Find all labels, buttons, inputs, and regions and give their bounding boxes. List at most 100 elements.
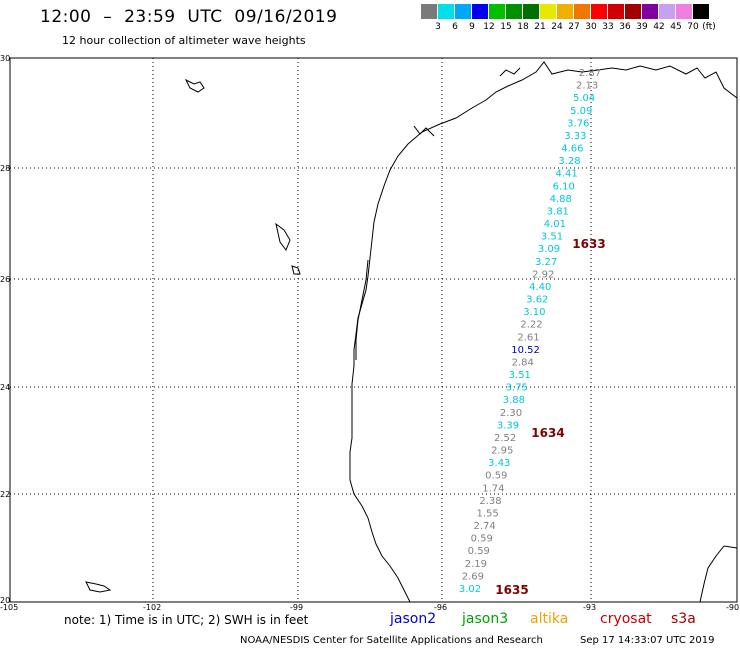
lat-label-28: 28 — [0, 164, 10, 173]
lon-label-105: -105 — [0, 603, 18, 612]
swh-value: 2.87 — [579, 68, 601, 79]
legend-swatch — [574, 4, 591, 19]
legend-swatch — [608, 4, 625, 19]
swh-value: 3.51 — [509, 370, 531, 381]
swh-value: 4.40 — [529, 282, 551, 293]
swh-value: 2.92 — [532, 269, 554, 280]
lon-label-93: -93 — [583, 603, 596, 612]
swh-value: 3.75 — [506, 383, 528, 394]
swh-value: 5.04 — [573, 93, 595, 104]
swh-value: 2.74 — [473, 521, 495, 532]
legend-swatch — [421, 4, 438, 19]
legend-swatch — [506, 4, 523, 19]
lake-3 — [291, 265, 301, 275]
swh-value: 4.41 — [555, 169, 577, 180]
swh-value: 3.81 — [547, 206, 569, 217]
swh-value: 2.38 — [479, 496, 501, 507]
legend-label: 3 — [435, 22, 441, 32]
swh-value: 3.62 — [526, 295, 548, 306]
legend-label: 36 — [619, 22, 631, 32]
lat-label-30: 30 — [0, 54, 10, 63]
legend-label: 12 — [483, 22, 495, 32]
swh-value: 3.88 — [503, 395, 525, 406]
legend-unit-label: (ft) — [702, 22, 716, 32]
swh-value: 4.01 — [544, 219, 566, 230]
swh-value: 2.61 — [517, 332, 539, 343]
track-time-mark: 1635 — [495, 583, 528, 597]
lon-label-96: -96 — [434, 603, 447, 612]
swh-value: 4.88 — [550, 194, 572, 205]
legend-swatch — [642, 4, 659, 19]
swh-value: 5.09 — [570, 106, 592, 117]
swh-value: 2.69 — [462, 571, 484, 582]
swh-value: 2.95 — [491, 446, 513, 457]
legend-label: 24 — [551, 22, 563, 32]
legend-label: 45 — [670, 22, 682, 32]
coastline — [85, 61, 738, 603]
swh-value: 3.33 — [564, 131, 586, 142]
swh-value: 3.51 — [541, 232, 563, 243]
swh-value: 1.55 — [476, 509, 498, 520]
lake-4 — [85, 581, 112, 593]
legend-swatch — [438, 4, 455, 19]
longitude-gridlines — [152, 58, 592, 602]
swh-value: 3.27 — [535, 257, 557, 268]
bay-inlet-1 — [499, 67, 521, 77]
swh-value: 4.66 — [561, 144, 583, 155]
note-text: note: 1) Time is in UTC; 2) SWH is in fe… — [64, 613, 309, 627]
legend-swatch — [523, 4, 540, 19]
legend-s3a: s3a — [671, 611, 696, 627]
legend-swatch — [693, 4, 710, 19]
swh-value: 3.28 — [558, 156, 580, 167]
lake-2 — [275, 222, 291, 252]
swh-value: 0.59 — [485, 471, 507, 482]
swh-value: 3.09 — [538, 244, 560, 255]
legend-label: 6 — [452, 22, 458, 32]
legend-label: 9 — [469, 22, 475, 32]
swh-value: 0.59 — [468, 546, 490, 557]
swh-value: 1.74 — [482, 483, 504, 494]
legend-label: 30 — [585, 22, 597, 32]
legend-swatch — [540, 4, 557, 19]
swh-value: 3.39 — [497, 420, 519, 431]
lat-label-20: 20 — [0, 596, 10, 605]
legend-label: 21 — [534, 22, 546, 32]
bay-inlet-2 — [413, 125, 435, 137]
legend-swatch — [557, 4, 574, 19]
swh-value: 10.52 — [511, 345, 540, 356]
legend-swatch — [489, 4, 506, 19]
lat-label-24: 24 — [0, 383, 10, 392]
swh-value: 2.84 — [512, 358, 534, 369]
track-time-mark: 1633 — [572, 237, 605, 251]
legend-label: 15 — [500, 22, 512, 32]
legend-label: 42 — [653, 22, 665, 32]
observation-layer: 2.87 2.135.04 5.093.76 3.33 4.663.28 4.416.10… — [459, 68, 606, 597]
longitude-labels: -105 -102 -99 -96 -93 -90 — [0, 603, 739, 612]
texas-mexico-coast — [349, 61, 738, 603]
swh-value: 2.13 — [576, 81, 598, 92]
map-title: 12:00 – 23:59 UTC 09/16/2019 — [40, 7, 338, 27]
swh-value: 6.10 — [553, 181, 575, 192]
lake-1 — [184, 78, 205, 93]
legend-swatch — [472, 4, 489, 19]
swh-value: 3.02 — [459, 584, 481, 595]
swh-value: 2.30 — [500, 408, 522, 419]
swh-value: 0.59 — [471, 534, 493, 545]
map-frame — [9, 57, 738, 603]
legend-swatch — [591, 4, 608, 19]
swh-value: 2.52 — [494, 433, 516, 444]
swh-value: 2.22 — [520, 320, 542, 331]
east-coast — [699, 545, 738, 603]
lon-label-99: -99 — [290, 603, 303, 612]
legend-swatch — [625, 4, 642, 19]
legend-label: 27 — [568, 22, 580, 32]
swh-value: 3.76 — [567, 118, 589, 129]
footer-organization: NOAA/NESDIS Center for Satellite Applica… — [240, 635, 543, 646]
track-time-mark: 1634 — [531, 426, 564, 440]
legend-jason3: jason3 — [462, 611, 509, 627]
legend-label: 39 — [636, 22, 648, 32]
latitude-gridlines — [10, 167, 737, 495]
footer-timestamp: Sep 17 14:33:07 UTC 2019 — [580, 635, 715, 646]
lon-label-102: -102 — [143, 603, 161, 612]
